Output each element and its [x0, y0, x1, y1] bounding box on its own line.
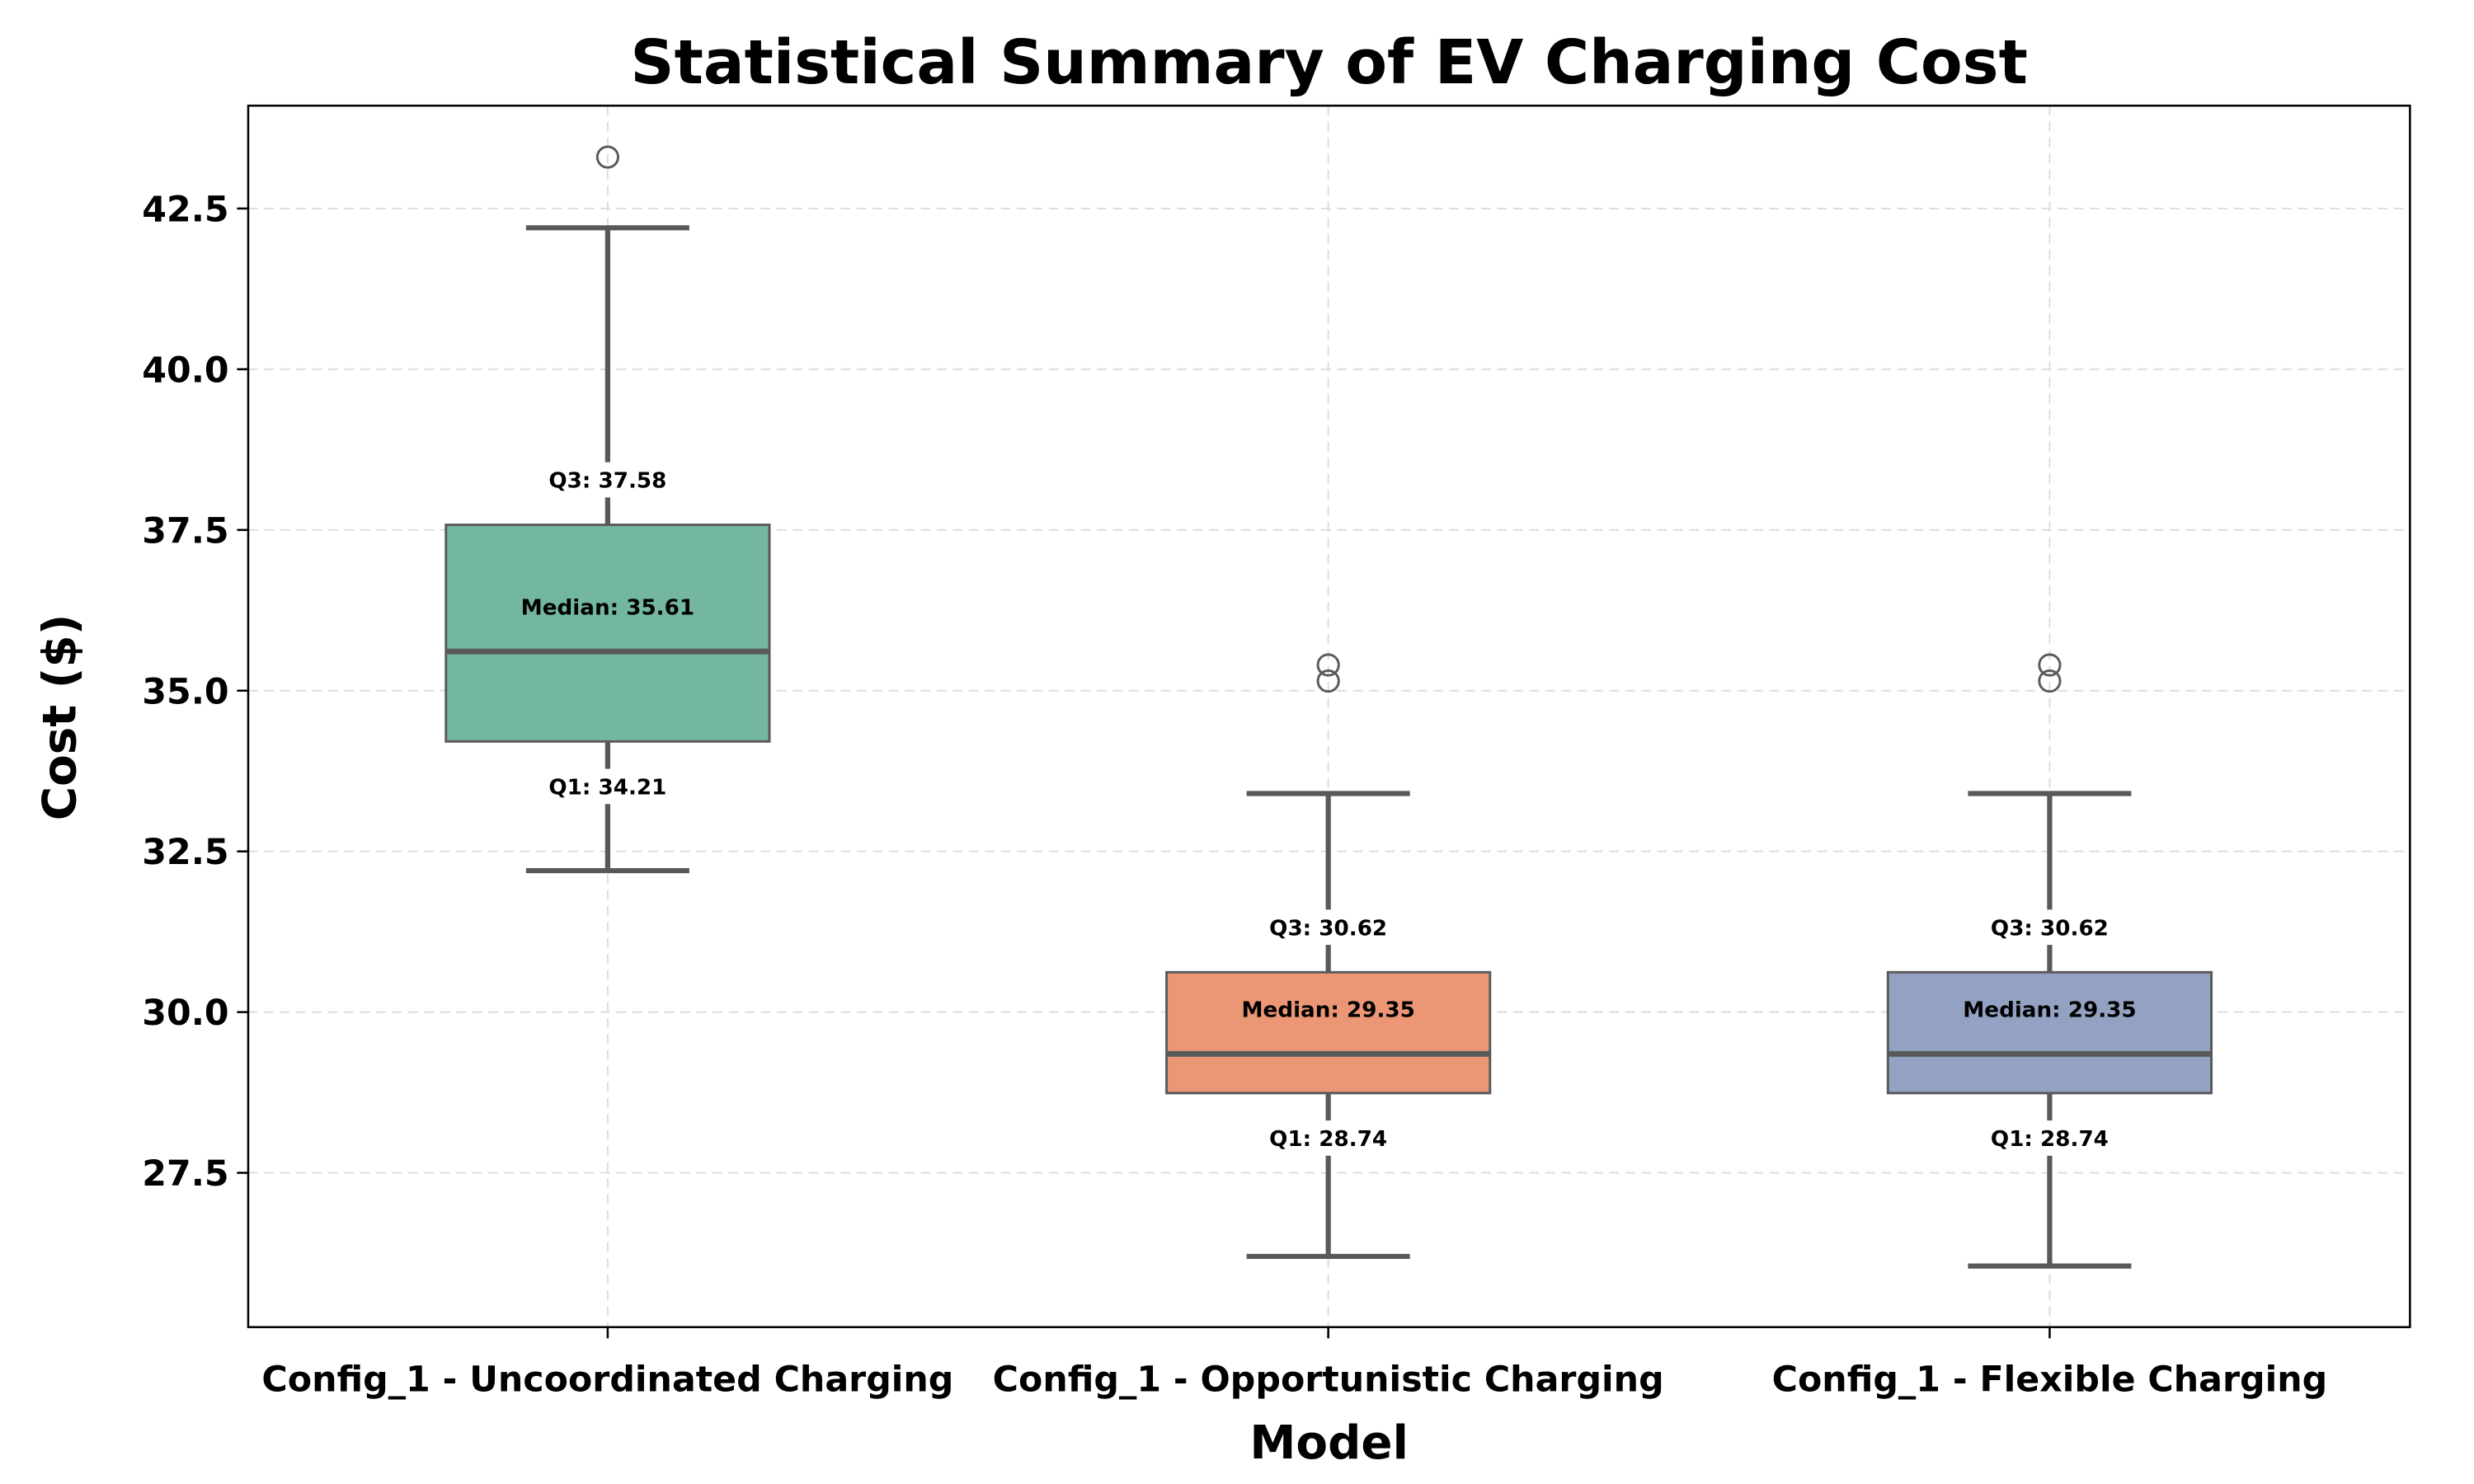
q1-annotation: Q1: 28.74 [1991, 1127, 2109, 1152]
outlier-point [2038, 653, 2062, 677]
annotations-layer: Q3: 37.58 Median: 35.61 Q1: 34.21 Q3: 30.62… [521, 462, 2137, 1156]
box-group [1165, 653, 1492, 1260]
annotation-background [1982, 1120, 2118, 1156]
median-annotation: Median: 29.35 [1963, 998, 2136, 1022]
median-annotation: Median: 35.61 [521, 595, 694, 620]
iqr-box [444, 524, 771, 743]
x-tick-label: Config_1 - Flexible Charging [1772, 1359, 2328, 1400]
y-tick-label: 27.5 [142, 1153, 228, 1195]
q3-annotation: Q3: 30.62 [1991, 916, 2109, 941]
x-tick-label: Config_1 - Uncoordinated Charging [261, 1359, 953, 1400]
q3-annotation: Q3: 37.58 [548, 469, 666, 494]
y-axis-label: Cost ($) [33, 614, 87, 821]
y-tick-label: 30.0 [142, 993, 228, 1034]
iqr-box [1886, 970, 2213, 1095]
q1-annotation: Q1: 28.74 [1269, 1127, 1387, 1152]
box-group [444, 145, 771, 874]
y-tick-label: 37.5 [142, 510, 228, 552]
annotation-background [1260, 1120, 1396, 1156]
annotation-background [539, 462, 676, 498]
axes-layer: 27.5 30.0 32.5 35.0 37.5 40.0 42.5 Config_1 - U… [142, 189, 2327, 1400]
x-tick-label: Config_1 - Opportunistic Charging [993, 1359, 1664, 1400]
chart-title: Statistical Summary of EV Charging Cost [630, 28, 2027, 98]
outlier-point [595, 145, 619, 169]
outlier-point [2038, 669, 2062, 693]
box-group [1886, 653, 2213, 1269]
y-tick-label: 40.0 [142, 350, 228, 391]
outlier-point [1316, 653, 1340, 677]
median-annotation: Median: 29.35 [1241, 998, 1414, 1022]
annotation-background [1982, 909, 2118, 946]
outlier-point [1316, 669, 1340, 693]
annotation-background [539, 768, 676, 805]
iqr-box [1165, 970, 1492, 1095]
q3-annotation: Q3: 30.62 [1269, 916, 1387, 941]
boxes-layer [444, 145, 2213, 1269]
x-axis-label: Model [1249, 1416, 1408, 1470]
q1-annotation: Q1: 34.21 [548, 776, 666, 801]
y-tick-label: 32.5 [142, 832, 228, 873]
y-tick-label: 42.5 [142, 189, 228, 230]
y-tick-label: 35.0 [142, 671, 228, 712]
annotation-background [1260, 909, 1396, 946]
